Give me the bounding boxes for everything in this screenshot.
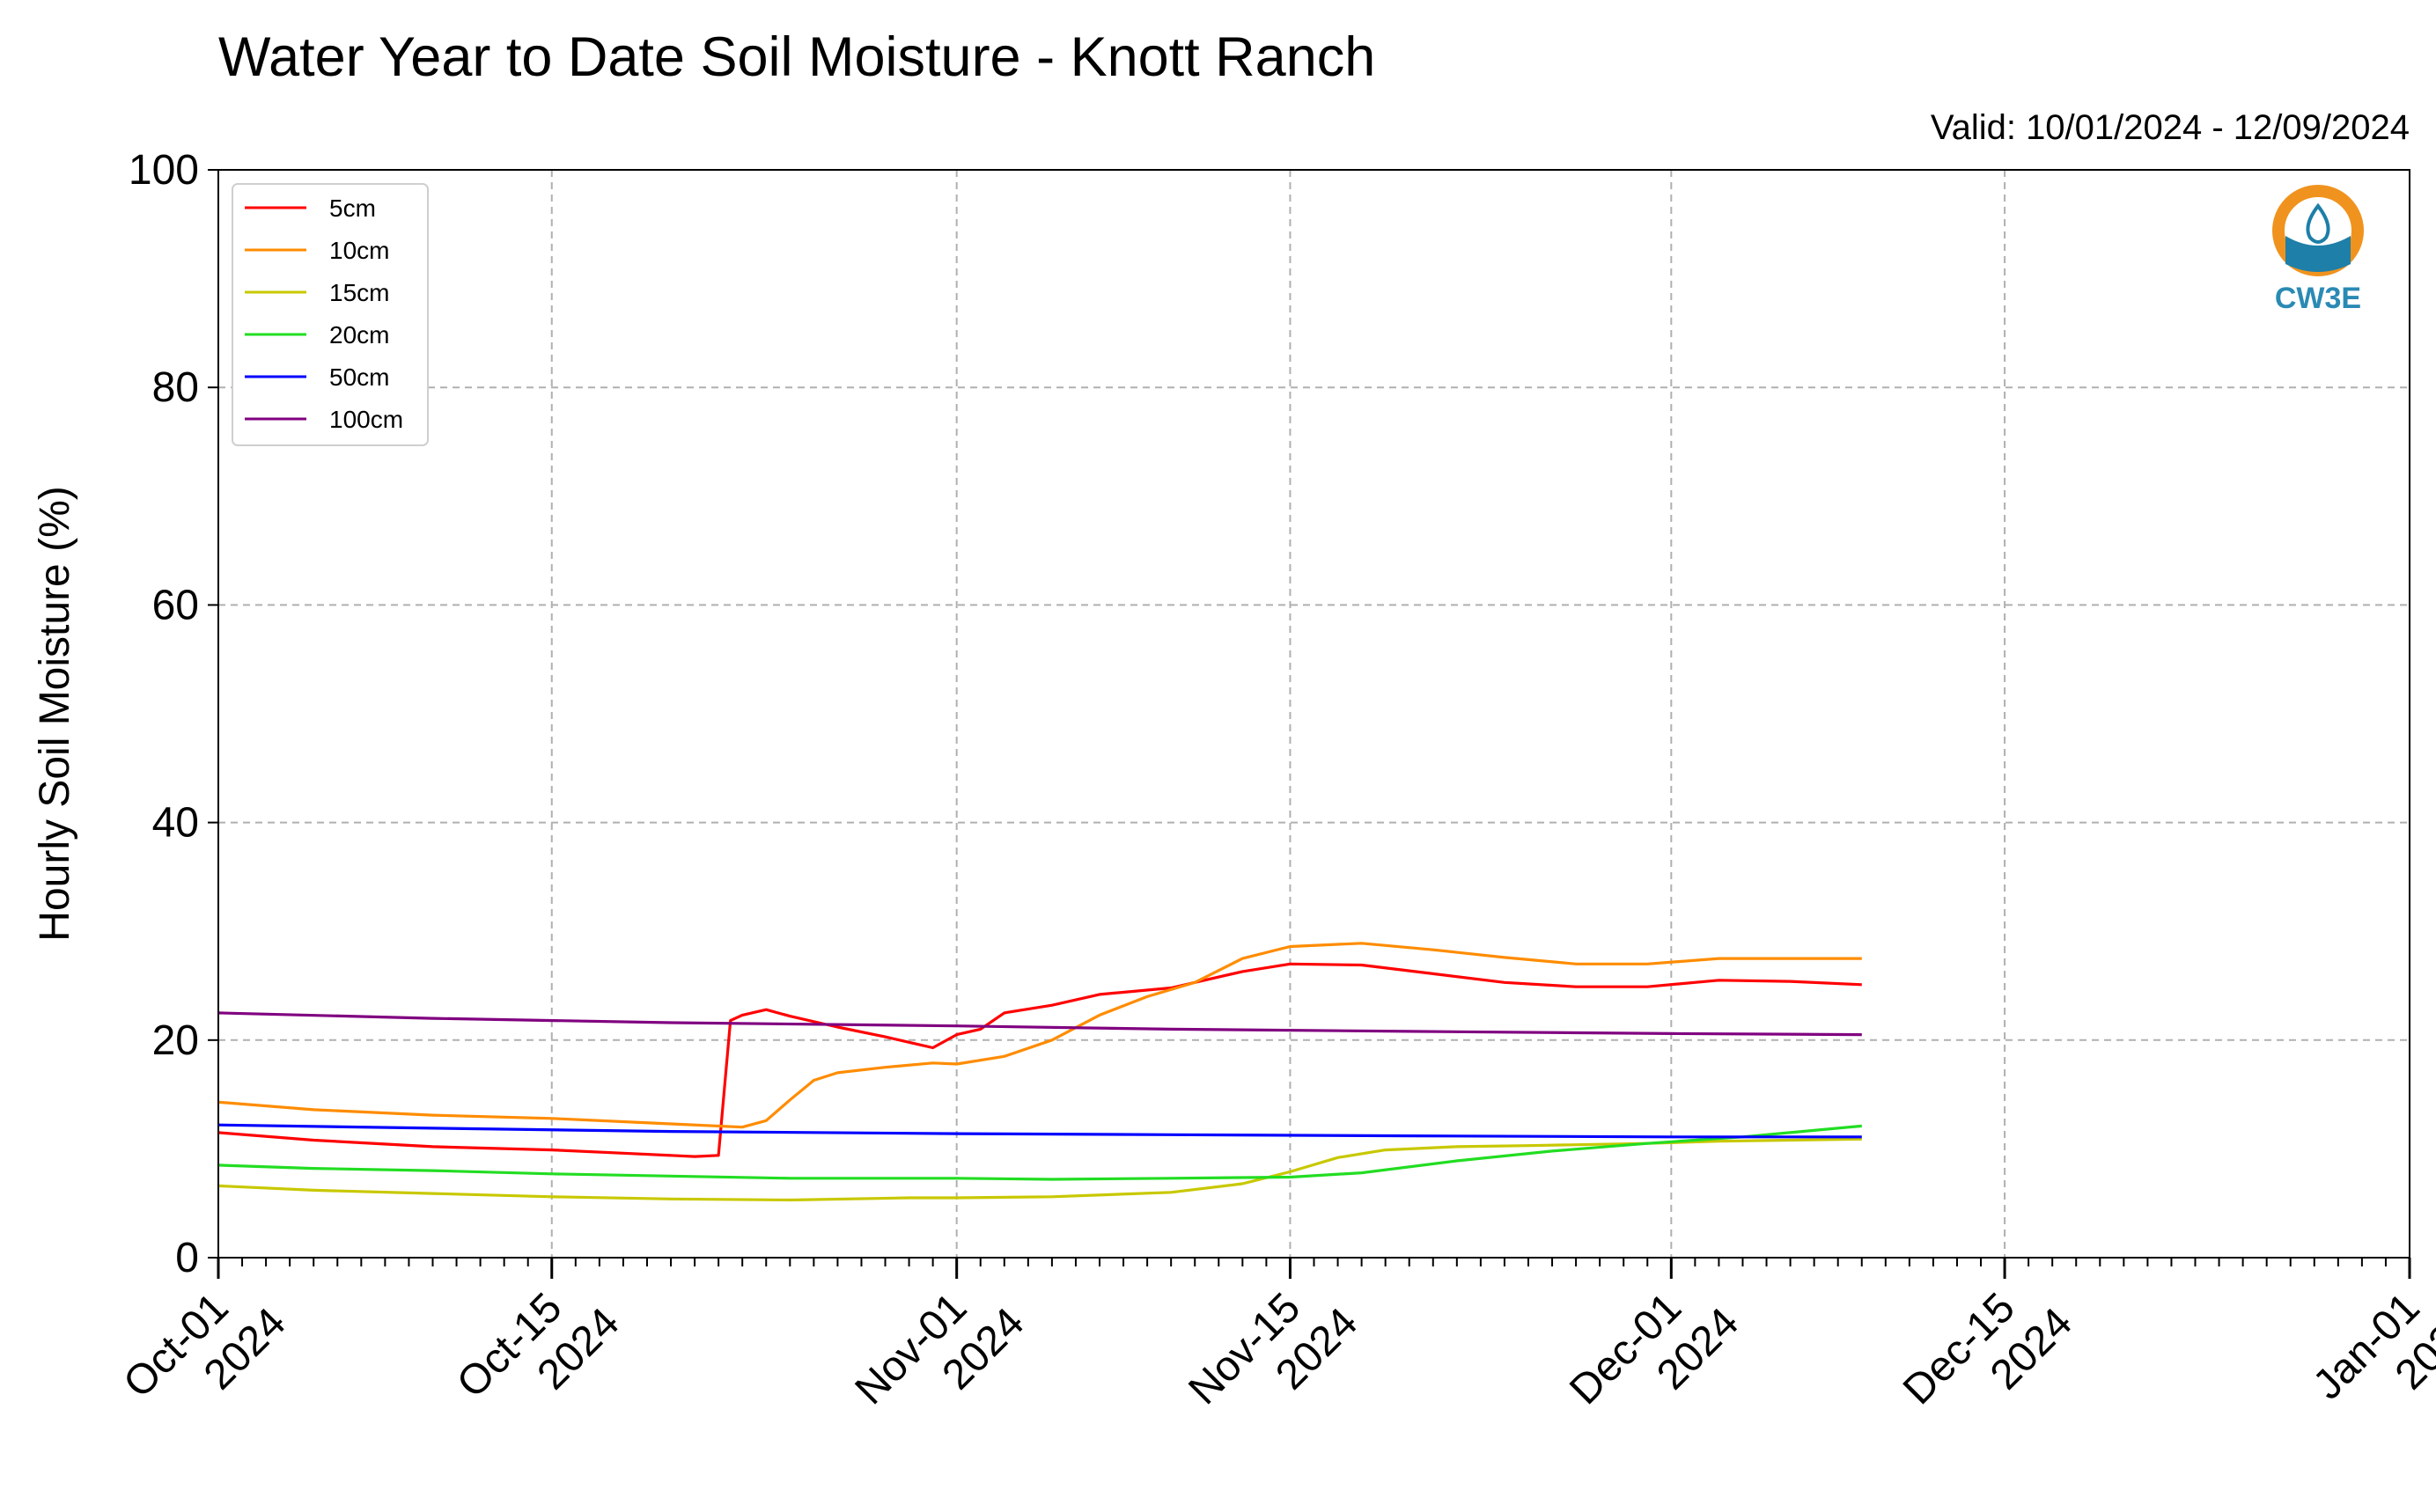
legend: 5cm 10cm 15cm 20cm 50cm 100cm — [232, 183, 429, 446]
logo-text: CW3E — [2275, 282, 2361, 315]
legend-label: 20cm — [329, 321, 389, 349]
y-tick-label: 80 — [152, 364, 199, 411]
legend-label: 50cm — [329, 363, 389, 391]
legend-label: 15cm — [329, 279, 389, 306]
series-layer — [217, 942, 1862, 1202]
legend-label: 10cm — [329, 237, 389, 264]
cw3e-logo: CW3E — [2272, 185, 2364, 315]
series-line-50cm — [217, 1123, 1862, 1139]
y-tick-label: 20 — [152, 1017, 199, 1064]
logo-wave — [2285, 236, 2351, 272]
y-axis-label: Hourly Soil Moisture (%) — [32, 486, 78, 941]
y-tick-label: 100 — [129, 147, 199, 194]
series-line-5cm — [217, 962, 1862, 1158]
series-line-10cm — [217, 942, 1862, 1129]
legend-label: 5cm — [329, 195, 376, 222]
series-line-100cm — [217, 1011, 1862, 1037]
chart-subtitle: Valid: 10/01/2024 - 12/09/2024 — [1931, 108, 2410, 147]
legend-label: 100cm — [329, 406, 403, 433]
grid — [218, 170, 2410, 1258]
y-tick-label: 40 — [152, 800, 199, 847]
series-line-15cm — [217, 1137, 1862, 1202]
y-tick-label: 60 — [152, 582, 199, 628]
y-axis: 0 20 40 60 80 100 — [129, 147, 218, 1281]
series-line-20cm — [217, 1124, 1862, 1181]
y-tick-label: 0 — [175, 1235, 199, 1281]
chart-title: Water Year to Date Soil Moisture - Knott… — [218, 26, 1375, 88]
water-drop-icon — [2306, 202, 2330, 244]
